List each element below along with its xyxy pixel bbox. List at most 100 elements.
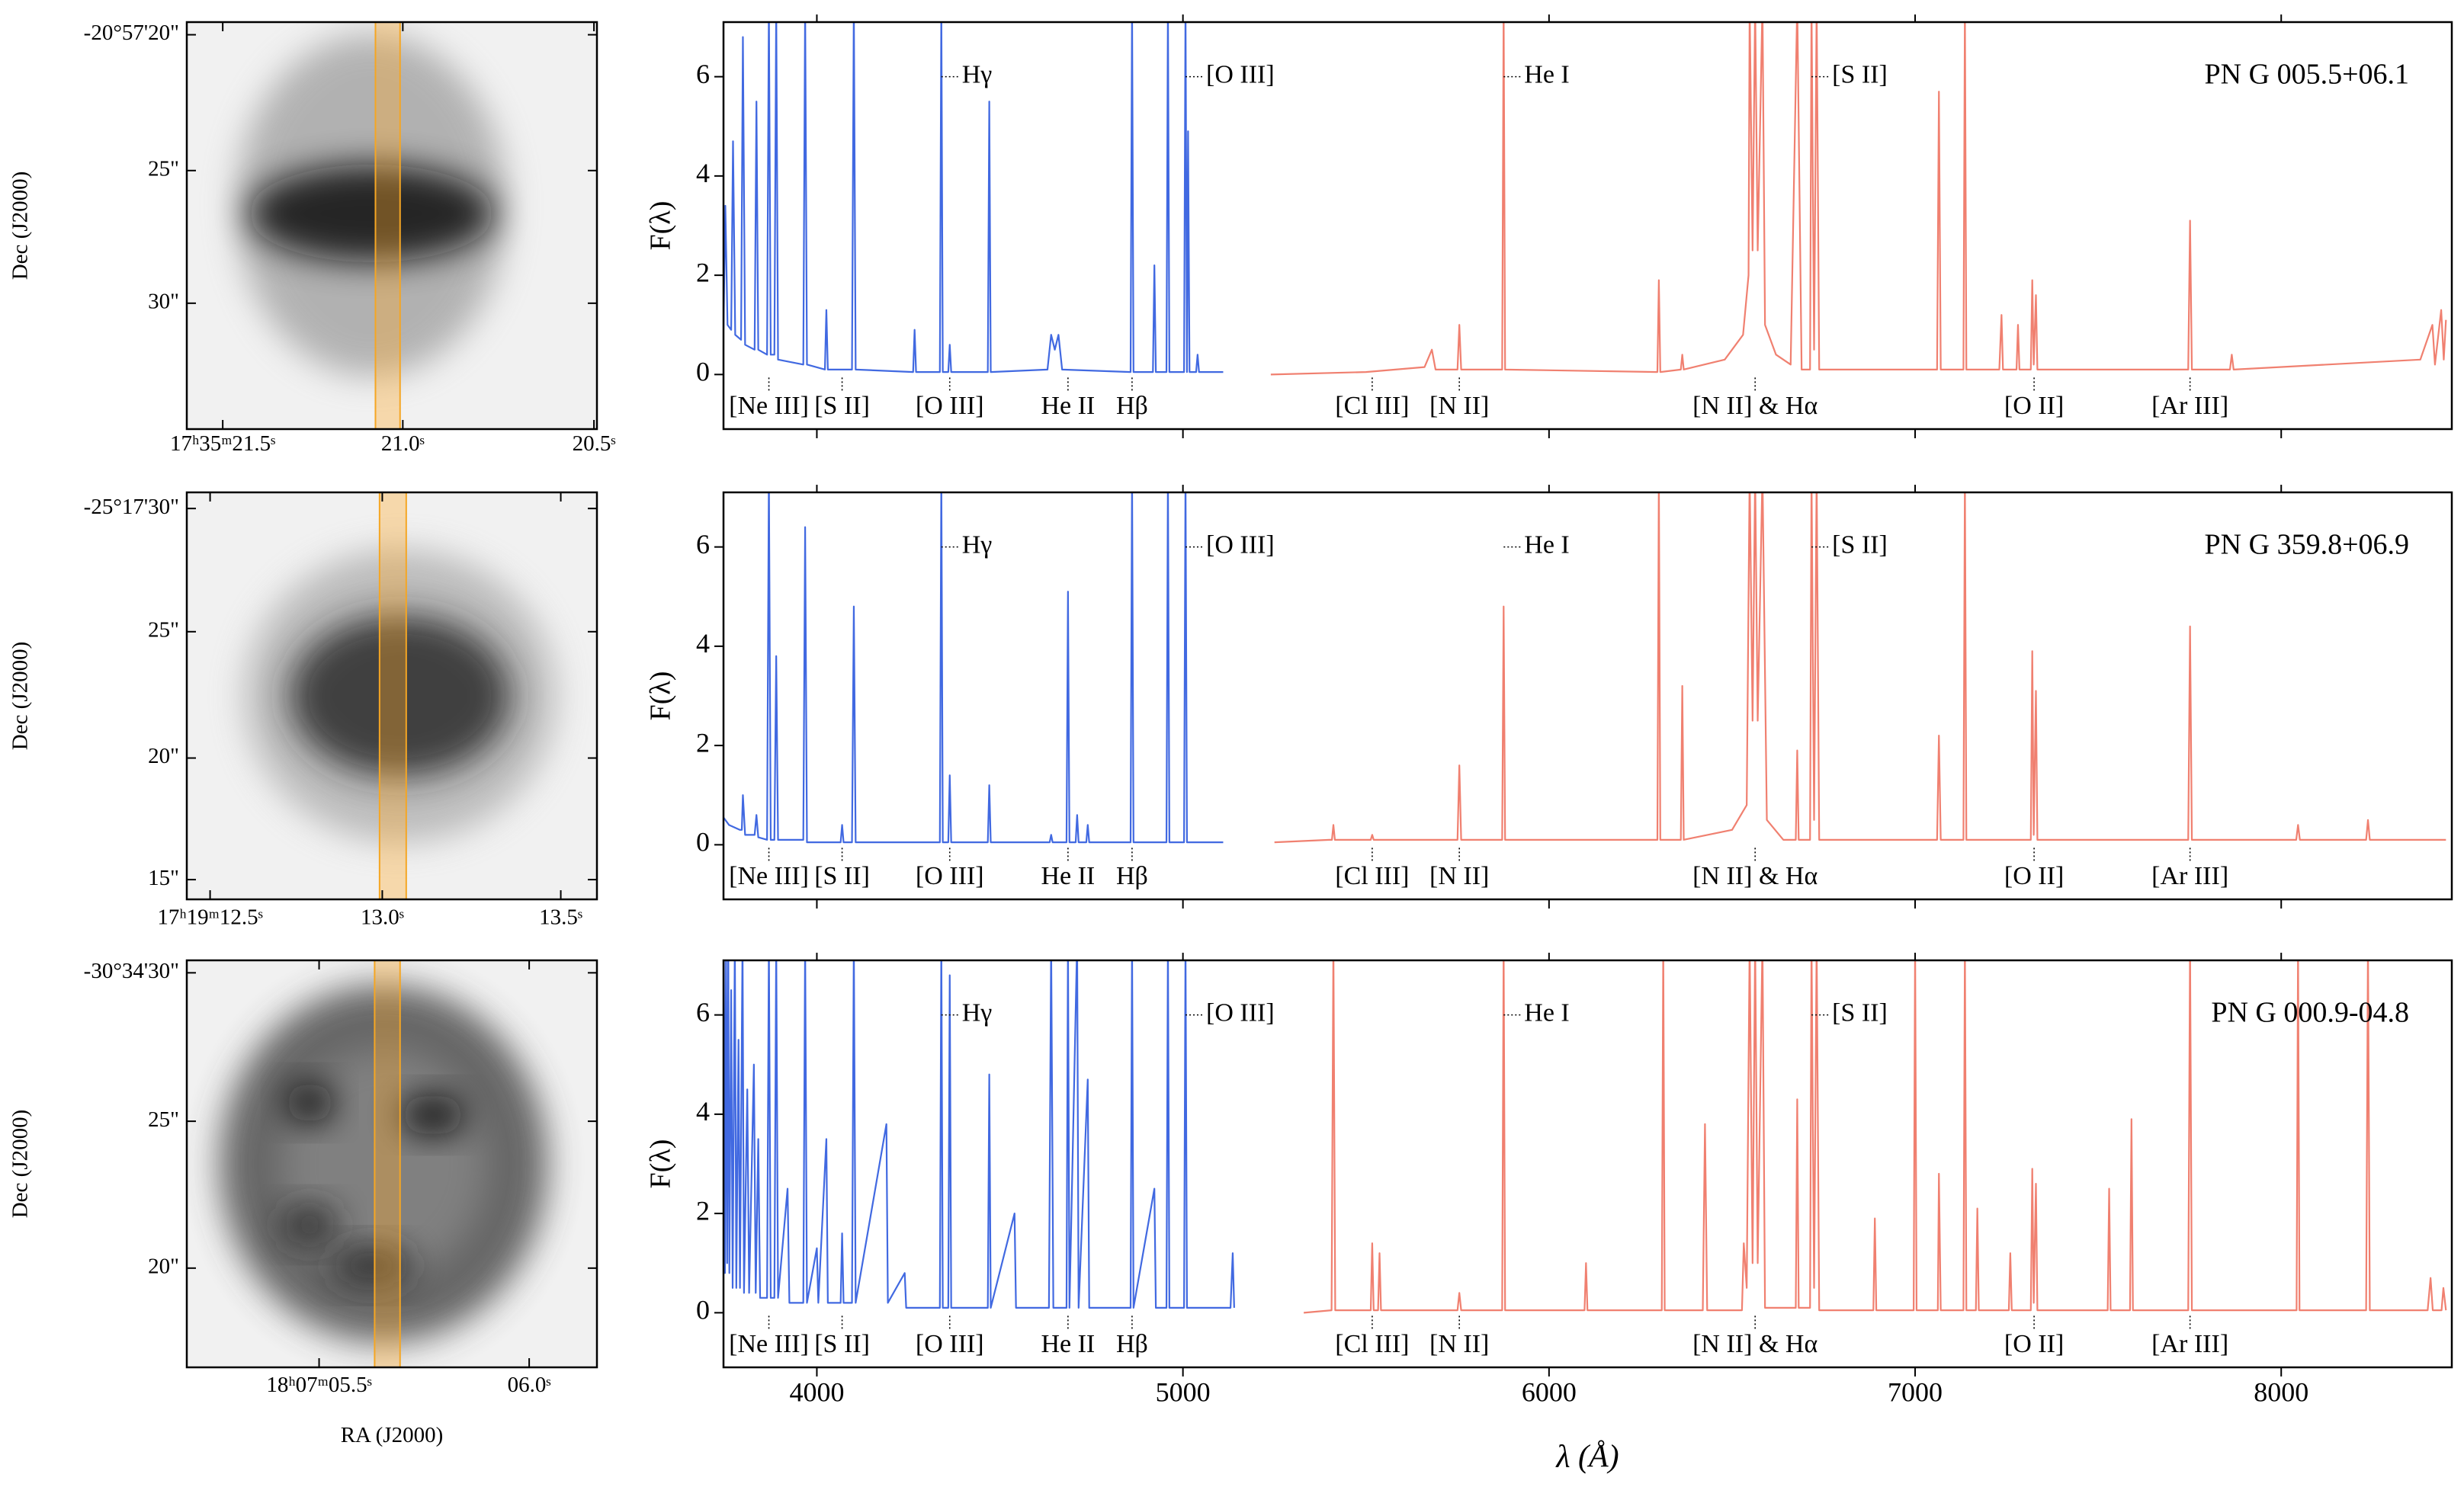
slit [374, 960, 401, 1367]
x-tick-label: 8000 [2254, 1376, 2308, 1407]
x-tick-label: 21.0ˢ [381, 431, 425, 456]
y-tick-label: 6 [696, 59, 710, 89]
line-id-label: [Ar III] [2151, 862, 2228, 890]
y-tick-label: 15" [148, 866, 179, 890]
line-id-label: [O III] [916, 862, 984, 890]
image-frame [185, 491, 598, 901]
line-id-label: [N II] [1429, 862, 1489, 890]
line-id-label: [S II] [1832, 60, 1888, 88]
x-tick-label: 06.0ˢ [508, 1373, 551, 1397]
nebula [248, 164, 495, 263]
image-frame [185, 21, 598, 431]
spectrum-line [1270, 22, 2447, 376]
line-id-label: [N II] & Hα [1692, 1330, 1818, 1358]
line-id-label: Hβ [1116, 392, 1148, 420]
line-id-label: He I [1524, 998, 1569, 1027]
x-tick-label: 13.5ˢ [539, 905, 582, 930]
line-id-label: [Ar III] [2151, 1330, 2228, 1358]
spectrum-line [1274, 492, 2446, 844]
y-axis-label: Dec (J2000) [8, 1110, 33, 1219]
x-tick-label: 7000 [1888, 1376, 1943, 1407]
panel-title: PN G 000.9-04.8 [2211, 996, 2409, 1028]
image-frame [185, 959, 598, 1369]
x-tick-label: 13.0ˢ [361, 905, 404, 930]
line-id-label: [O III] [916, 392, 984, 420]
plot-frame [722, 21, 2453, 431]
x-tick-label: 18ʰ07ᵐ05.5ˢ [266, 1373, 371, 1397]
line-id-label: [Cl III] [1335, 1330, 1409, 1358]
line-id-label: [Ne III] [729, 862, 809, 890]
y-tick-label: 2 [696, 727, 710, 758]
line-id-label: [O II] [2004, 1330, 2064, 1358]
line-id-label: [Ar III] [2151, 392, 2228, 420]
x-tick-label: 6000 [1522, 1376, 1577, 1407]
line-id-label: [Cl III] [1335, 862, 1409, 890]
plot-frame [722, 491, 2453, 901]
x-tick-label: 17ʰ19ᵐ12.5ˢ [157, 905, 262, 930]
y-tick-label: -30°34'30" [84, 959, 179, 983]
y-tick-label: 4 [696, 158, 710, 188]
y-tick-label: 2 [696, 1195, 710, 1226]
line-id-label: Hβ [1116, 1330, 1148, 1358]
x-tick-label: 17ʰ35ᵐ21.5ˢ [170, 431, 275, 456]
x-tick-label: 20.5ˢ [573, 431, 616, 456]
y-axis-label: F(λ) [645, 1139, 677, 1189]
spectrum-line [723, 492, 1224, 844]
y-tick-label: 0 [696, 357, 710, 387]
sky-image [187, 492, 597, 899]
y-tick-label: 4 [696, 628, 710, 659]
slit [374, 22, 401, 429]
line-id-label: [N II] & Hα [1692, 862, 1818, 890]
line-id-label: [S II] [814, 392, 870, 420]
line-id-label: [N II] [1429, 1330, 1489, 1358]
plot-area [723, 960, 2447, 1314]
plot-area [723, 22, 2447, 376]
line-id-label: [S II] [1832, 530, 1888, 559]
y-tick-label: -25°17'30" [84, 495, 179, 519]
line-id-label: [N II] & Hα [1692, 392, 1818, 420]
sky-image [187, 22, 597, 429]
x-tick-label: 4000 [789, 1376, 844, 1407]
line-id-label: [O III] [1206, 530, 1275, 559]
line-id-label: [S II] [1832, 998, 1888, 1027]
y-axis-label: Dec (J2000) [8, 171, 33, 280]
line-id-label: [O III] [916, 1330, 984, 1358]
line-id-label: He II [1041, 1330, 1095, 1358]
plot-area [723, 492, 2446, 844]
panel-title: PN G 359.8+06.9 [2205, 528, 2409, 560]
line-id-label: Hγ [962, 60, 993, 88]
x-axis-label: λ (Å) [1554, 1440, 1619, 1475]
spectrum-line [1304, 960, 2447, 1314]
line-id-label: [Ne III] [729, 392, 809, 420]
nebula [399, 1094, 466, 1136]
x-axis-label: RA (J2000) [341, 1423, 444, 1447]
y-tick-label: 20" [148, 744, 179, 768]
line-id-label: Hβ [1116, 862, 1148, 890]
panel-title: PN G 005.5+06.1 [2205, 58, 2409, 90]
y-tick-label: 20" [148, 1254, 179, 1278]
plot-frame [722, 959, 2453, 1369]
line-id-label: [O II] [2004, 392, 2064, 420]
line-id-label: He I [1524, 60, 1569, 88]
line-id-label: He II [1041, 862, 1095, 890]
nebula [289, 614, 512, 777]
nebula [330, 1245, 412, 1287]
y-tick-label: 6 [696, 997, 710, 1027]
y-axis-label: F(λ) [645, 671, 677, 721]
spectrum-line [723, 22, 1224, 373]
line-id-label: [O III] [1206, 60, 1275, 88]
y-tick-label: 0 [696, 1295, 710, 1325]
nebula [285, 1082, 335, 1123]
sky-image [187, 960, 597, 1367]
line-id-label: He II [1041, 392, 1095, 420]
slit [378, 492, 407, 899]
line-id-label: He I [1524, 530, 1569, 559]
y-tick-label: -20°57'20" [84, 21, 179, 45]
line-id-label: [N II] [1429, 392, 1489, 420]
y-axis-label: Dec (J2000) [8, 642, 33, 751]
line-id-label: [O III] [1206, 998, 1275, 1027]
line-id-label: [O II] [2004, 862, 2064, 890]
y-tick-label: 30" [148, 289, 179, 313]
x-tick-label: 5000 [1156, 1376, 1211, 1407]
